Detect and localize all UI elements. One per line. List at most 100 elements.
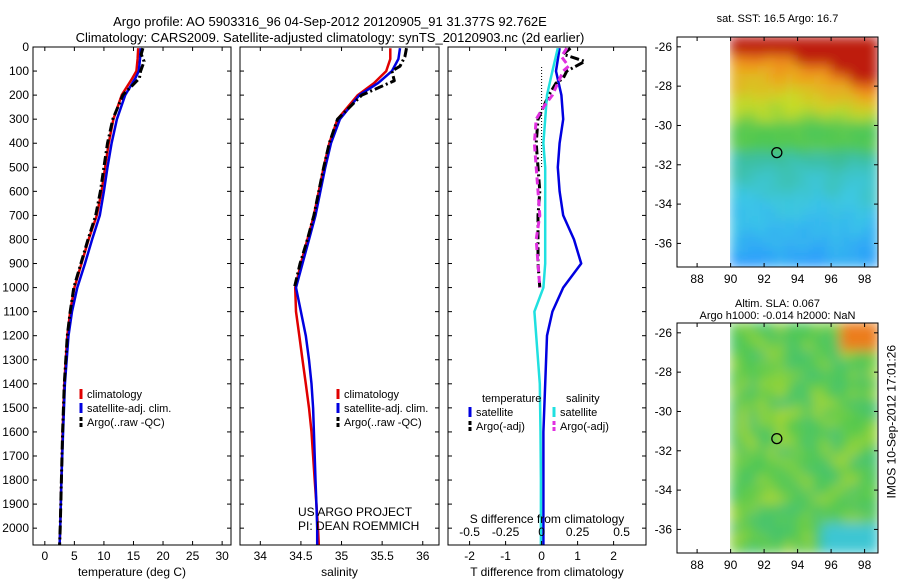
- map-y-tick-label: -36: [655, 522, 673, 536]
- x-tick-label: -1: [500, 549, 511, 563]
- y-tick-label: 1200: [2, 329, 29, 343]
- map-y-tick-label: -26: [655, 40, 673, 54]
- map-x-tick-label: 94: [791, 272, 805, 286]
- y-tick-label: 0: [22, 40, 29, 54]
- y-tick-label: 200: [9, 88, 29, 102]
- y-tick-label: 1800: [2, 473, 29, 487]
- y-tick-label: 800: [9, 232, 29, 246]
- map-title: sat. SST: 16.5 Argo: 16.7: [717, 13, 839, 25]
- x-tick2-label: 0.25: [566, 525, 590, 539]
- map-panel-2: 88 90 92 94 96 98 -26 -28 -30 -32 -34 -36 Altim. SLA…: [655, 298, 879, 572]
- legend-label: satellite-adj. clim.: [87, 403, 171, 415]
- y-tick-label: 1700: [2, 449, 29, 463]
- map-y-tick-label: -36: [655, 236, 673, 250]
- map-x-tick-label: 96: [824, 558, 838, 572]
- credit-line1: US ARGO PROJECT: [298, 505, 413, 519]
- x-axis2-label: S difference from climatology: [470, 512, 625, 526]
- map-field: [730, 37, 878, 267]
- y-tick-label: 2000: [2, 521, 29, 535]
- y-tick-label: 500: [9, 160, 29, 174]
- x-tick-label: 25: [186, 549, 200, 563]
- figure-title-line1: Argo profile: AO 5903316_96 04-Sep-2012 …: [113, 14, 547, 29]
- series-satellite: [294, 48, 402, 545]
- map-x-tick-label: 92: [757, 558, 771, 572]
- map-y-tick-label: -26: [655, 326, 673, 340]
- x-tick-label: 35.5: [370, 549, 394, 563]
- y-tick-label: 100: [9, 64, 29, 78]
- legend-label: satellite: [560, 407, 597, 419]
- map-x-tick-label: 88: [690, 558, 704, 572]
- map-y-tick-label: -34: [655, 483, 673, 497]
- y-tick-label: 1900: [2, 497, 29, 511]
- legend-group-title: salinity: [566, 393, 600, 405]
- y-tick-label: 400: [9, 136, 29, 150]
- profile-panel-1: 0100200300400500600700800900100011001200…: [2, 40, 232, 579]
- map-y-tick-label: -30: [655, 404, 673, 418]
- map-field: [730, 323, 878, 553]
- x-tick-label: 0: [538, 549, 545, 563]
- legend-label: climatology: [87, 389, 143, 401]
- map-y-tick-label: -32: [655, 444, 673, 458]
- map-x-tick-label: 90: [724, 558, 738, 572]
- legend-label: Argo(..raw -QC): [87, 417, 165, 429]
- x-tick-label: 15: [127, 549, 141, 563]
- series-sat_sal: [533, 47, 560, 545]
- argo-location-marker: [771, 146, 783, 159]
- x-tick-label: 35: [335, 549, 349, 563]
- profile-panel-2: 34 34.5 35 35.5 36 salinity climatology satelli…: [239, 46, 440, 579]
- series-climatology: [293, 48, 392, 545]
- map-x-tick-label: 94: [791, 558, 805, 572]
- x-axis-label: T difference from climatology: [470, 565, 624, 579]
- panel-frame: [447, 46, 647, 546]
- legend-label: satellite: [476, 407, 513, 419]
- map-y-tick-label: -28: [655, 365, 673, 379]
- x-tick-label: 20: [156, 549, 170, 563]
- legend-label: climatology: [344, 389, 400, 401]
- map-frame: [676, 322, 879, 554]
- y-tick-label: 900: [9, 257, 29, 271]
- x-tick2-label: -0.25: [492, 525, 520, 539]
- legend-label: satellite-adj. clim.: [344, 403, 428, 415]
- y-tick-label: 600: [9, 184, 29, 198]
- x-tick-label: 36: [416, 549, 430, 563]
- x-tick-label: -2: [464, 549, 475, 563]
- y-tick-label: 1100: [3, 305, 29, 319]
- x-tick-label: 10: [97, 549, 111, 563]
- y-tick-label: 1500: [2, 401, 29, 415]
- x-tick-label: 5: [71, 549, 78, 563]
- map-x-tick-label: 96: [824, 272, 838, 286]
- y-tick-label: 1000: [2, 281, 29, 295]
- legend-group-title: temperature: [482, 393, 541, 405]
- x-tick2-label: 0.5: [613, 525, 630, 539]
- x-tick-label: 0: [41, 549, 48, 563]
- y-tick-label: 1400: [2, 377, 29, 391]
- map-y-tick-label: -28: [655, 79, 673, 93]
- legend-label: Argo(-adj): [476, 421, 525, 433]
- map-x-tick-label: 98: [858, 558, 872, 572]
- map-title2: Argo h1000: -0.014 h2000: NaN: [700, 310, 856, 322]
- map-x-tick-label: 92: [757, 272, 771, 286]
- legend-label: Argo(-adj): [560, 421, 609, 433]
- y-tick-label: 1300: [2, 353, 29, 367]
- y-tick-label: 1600: [2, 425, 29, 439]
- map-panel-1: 88 90 92 94 96 98 -26 -28 -30 -32 -34 -36 sat. SST: …: [655, 13, 879, 286]
- series-argo_sal: [532, 47, 571, 288]
- legend-label: Argo(..raw -QC): [344, 417, 422, 429]
- panel-frame: [239, 46, 440, 546]
- credit-line2: PI: DEAN ROEMMICH: [298, 519, 419, 533]
- map-frame: [676, 36, 879, 268]
- map-x-tick-label: 90: [724, 272, 738, 286]
- x-tick-label: 34: [254, 549, 268, 563]
- x-axis-label: temperature (deg C): [78, 565, 186, 579]
- x-tick-label: 34.5: [289, 549, 313, 563]
- y-tick-label: 300: [9, 112, 29, 126]
- x-tick-label: 2: [610, 549, 617, 563]
- map-x-tick-label: 88: [690, 272, 704, 286]
- x-tick2-label: -0.5: [459, 525, 480, 539]
- map-x-tick-label: 98: [858, 272, 872, 286]
- profile-panel-3: -2 -1 0 1 2 T difference from climatology -0.5…: [447, 46, 647, 579]
- panel-frame: [32, 46, 232, 546]
- map-y-tick-label: -32: [655, 158, 673, 172]
- argo-location-marker: [771, 432, 783, 445]
